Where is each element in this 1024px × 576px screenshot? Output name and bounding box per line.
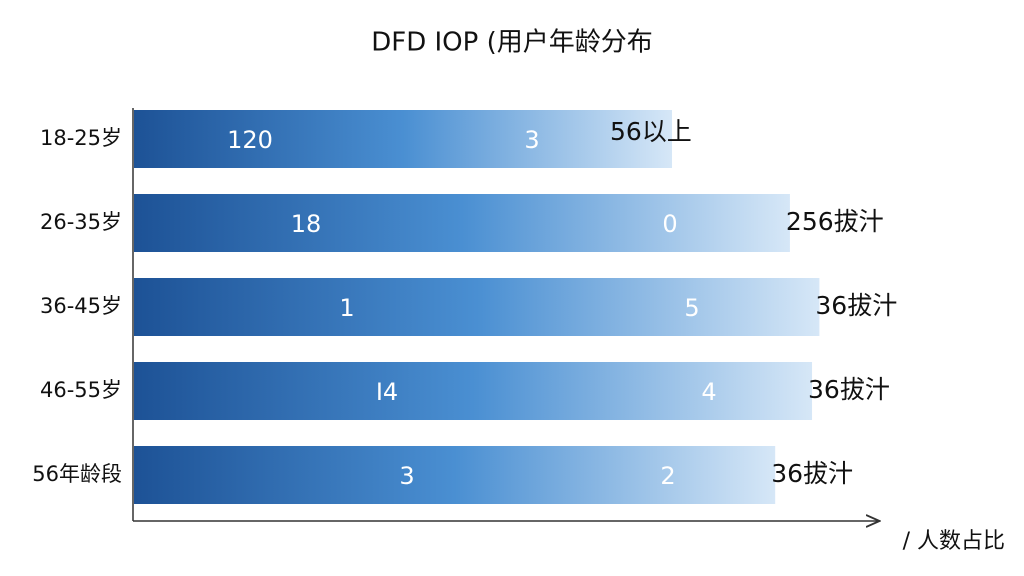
bar bbox=[134, 110, 673, 168]
inner-label: 4 bbox=[701, 378, 716, 406]
category-label: 18-25岁 bbox=[40, 126, 122, 150]
x-axis-label: / 人数占比 bbox=[903, 529, 1005, 554]
inner-label: 3 bbox=[524, 126, 539, 154]
end-label: 36拔汁 bbox=[771, 459, 853, 488]
bar bbox=[134, 362, 813, 420]
inner-label: 2 bbox=[660, 462, 675, 490]
category-label: 26-35岁 bbox=[40, 210, 122, 234]
end-label: 256拔汁 bbox=[786, 207, 884, 236]
end-label: 36拔汁 bbox=[815, 291, 897, 320]
inner-label: 0 bbox=[662, 210, 677, 238]
inner-label: I4 bbox=[376, 378, 398, 406]
inner-label: 3 bbox=[399, 462, 414, 490]
bar bbox=[134, 194, 790, 252]
chart-title: DFD IOP (用户年龄分布 bbox=[371, 28, 652, 58]
inner-label: 5 bbox=[684, 294, 699, 322]
category-label: 56年龄段 bbox=[32, 462, 122, 486]
bar bbox=[134, 446, 776, 504]
end-label: 56以上 bbox=[610, 117, 692, 146]
category-label: 36-45岁 bbox=[40, 294, 122, 318]
bar bbox=[134, 278, 820, 336]
category-label: 46-55岁 bbox=[40, 378, 122, 402]
inner-label: 120 bbox=[227, 126, 273, 154]
end-label: 36拔汁 bbox=[808, 375, 890, 404]
inner-label: 1 bbox=[339, 294, 354, 322]
inner-label: 18 bbox=[291, 210, 322, 238]
